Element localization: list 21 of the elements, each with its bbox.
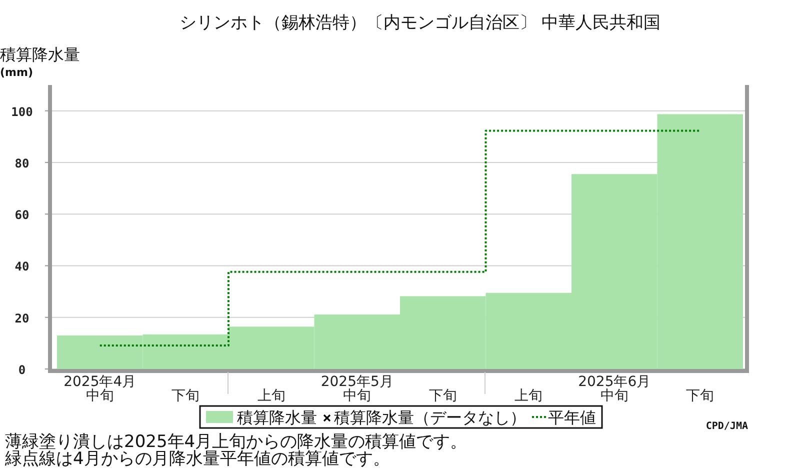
x-tick-label: 上旬 [257, 388, 286, 404]
y-tick-label: 100 [11, 104, 33, 119]
legend-label: 平年値 [548, 408, 596, 427]
y-tick-label: 60 [14, 208, 30, 222]
legend-label: 積算降水量 [237, 408, 317, 427]
y-tick-label: 20 [14, 311, 30, 326]
x-tick-label: 上旬 [514, 388, 543, 404]
y-tick-label: 0 [18, 363, 26, 377]
x-tick-label: 2025年6月中旬 [578, 374, 651, 404]
chart-title: シリンホト（錫林浩特）〔内モンゴル自治区〕 中華人民共和国 [179, 13, 661, 33]
x-tick-label: 2025年4月中旬 [64, 374, 136, 404]
x-tick-label: 下旬 [686, 388, 714, 404]
x-tick-label: 下旬 [172, 388, 200, 404]
x-tick-label: 下旬 [428, 388, 457, 404]
legend-label: 積算降水量（データなし） [334, 408, 526, 427]
text: 緑点線は4月からの月降水量平年値の積算値です。 [4, 449, 390, 469]
y-tick-label: 40 [14, 260, 30, 274]
text: CPD/JMA [706, 421, 748, 432]
y-tick-label: 80 [14, 156, 30, 170]
y-axis-title: 積算降水量(mm) [0, 45, 80, 79]
x-tick-label: 2025年5月中旬 [320, 374, 394, 404]
